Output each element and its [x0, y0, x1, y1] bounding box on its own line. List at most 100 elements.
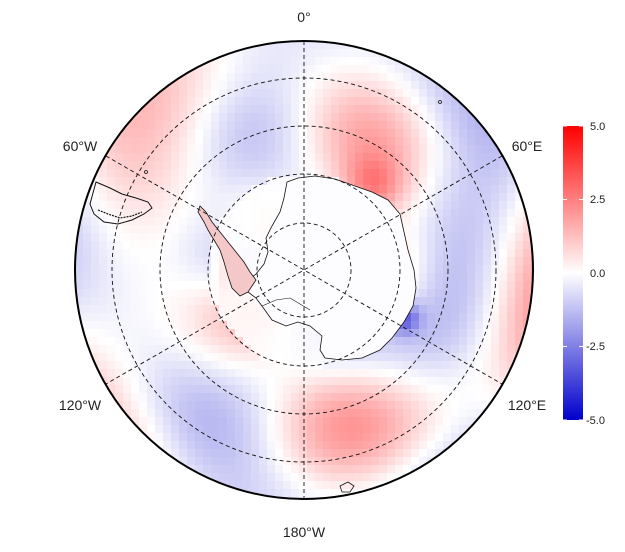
- anomaly-cell: [307, 81, 316, 90]
- anomaly-cell: [395, 377, 404, 386]
- anomaly-cell: [99, 473, 108, 482]
- anomaly-cell: [211, 169, 220, 178]
- anomaly-cell: [363, 169, 372, 178]
- anomaly-cell: [75, 193, 84, 202]
- anomaly-cell: [147, 321, 156, 330]
- anomaly-cell: [171, 193, 180, 202]
- anomaly-cell: [347, 105, 356, 114]
- anomaly-cell: [427, 209, 436, 218]
- anomaly-cell: [467, 73, 476, 82]
- anomaly-cell: [523, 449, 532, 458]
- anomaly-cell: [491, 57, 500, 66]
- anomaly-cell: [451, 497, 460, 499]
- anomaly-cell: [195, 249, 204, 258]
- anomaly-cell: [515, 89, 524, 98]
- anomaly-cell: [491, 97, 500, 106]
- anomaly-cell: [531, 377, 533, 386]
- anomaly-cell: [355, 137, 364, 146]
- anomaly-cell: [235, 433, 244, 442]
- anomaly-cell: [179, 409, 188, 418]
- anomaly-cell: [147, 105, 156, 114]
- anomaly-cell: [83, 41, 92, 50]
- anomaly-cell: [243, 401, 252, 410]
- anomaly-cell: [395, 329, 404, 338]
- anomaly-cell: [339, 425, 348, 434]
- anomaly-cell: [123, 185, 132, 194]
- anomaly-cell: [91, 201, 100, 210]
- anomaly-cell: [203, 393, 212, 402]
- anomaly-cell: [219, 273, 228, 282]
- anomaly-cell: [331, 425, 340, 434]
- anomaly-cell: [75, 297, 84, 306]
- anomaly-cell: [147, 121, 156, 130]
- anomaly-cell: [443, 465, 452, 474]
- anomaly-cell: [219, 393, 228, 402]
- anomaly-cell: [83, 481, 92, 490]
- anomaly-cell: [139, 177, 148, 186]
- anomaly-cell: [483, 425, 492, 434]
- anomaly-cell: [179, 113, 188, 122]
- anomaly-cell: [371, 105, 380, 114]
- anomaly-cell: [107, 233, 116, 242]
- anomaly-cell: [251, 81, 260, 90]
- anomaly-cell: [235, 201, 244, 210]
- anomaly-cell: [403, 105, 412, 114]
- anomaly-cell: [451, 145, 460, 154]
- anomaly-cell: [179, 489, 188, 498]
- anomaly-cell: [515, 281, 524, 290]
- anomaly-cell: [419, 193, 428, 202]
- anomaly-cell: [467, 441, 476, 450]
- anomaly-cell: [251, 297, 260, 306]
- anomaly-cell: [131, 457, 140, 466]
- anomaly-cell: [243, 225, 252, 234]
- anomaly-cell: [267, 217, 276, 226]
- anomaly-cell: [467, 265, 476, 274]
- anomaly-cell: [387, 449, 396, 458]
- anomaly-cell: [459, 473, 468, 482]
- anomaly-cell: [235, 297, 244, 306]
- anomaly-cell: [243, 321, 252, 330]
- anomaly-cell: [131, 169, 140, 178]
- anomaly-cell: [307, 361, 316, 370]
- anomaly-cell: [259, 425, 268, 434]
- anomaly-cell: [499, 457, 508, 466]
- anomaly-cell: [235, 233, 244, 242]
- anomaly-cell: [83, 217, 92, 226]
- anomaly-cell: [323, 121, 332, 130]
- anomaly-cell: [187, 161, 196, 170]
- anomaly-cell: [443, 441, 452, 450]
- anomaly-cell: [251, 209, 260, 218]
- anomaly-cell: [147, 49, 156, 58]
- anomaly-cell: [307, 393, 316, 402]
- anomaly-cell: [467, 121, 476, 130]
- anomaly-cell: [275, 337, 284, 346]
- anomaly-cell: [171, 489, 180, 498]
- anomaly-cell: [475, 105, 484, 114]
- anomaly-cell: [387, 145, 396, 154]
- anomaly-cell: [403, 97, 412, 106]
- anomaly-cell: [291, 361, 300, 370]
- anomaly-cell: [507, 177, 516, 186]
- anomaly-cell: [459, 457, 468, 466]
- anomaly-cell: [483, 73, 492, 82]
- anomaly-cell: [499, 57, 508, 66]
- anomaly-cell: [227, 57, 236, 66]
- anomaly-cell: [251, 233, 260, 242]
- anomaly-cell: [131, 97, 140, 106]
- anomaly-cell: [91, 153, 100, 162]
- anomaly-cell: [115, 353, 124, 362]
- anomaly-cell: [467, 49, 476, 58]
- anomaly-cell: [531, 481, 533, 490]
- anomaly-cell: [475, 425, 484, 434]
- anomaly-cell: [91, 233, 100, 242]
- anomaly-cell: [195, 225, 204, 234]
- anomaly-cell: [515, 273, 524, 282]
- anomaly-cell: [227, 97, 236, 106]
- anomaly-cell: [139, 273, 148, 282]
- anomaly-cell: [483, 201, 492, 210]
- anomaly-cell: [275, 369, 284, 378]
- anomaly-cell: [483, 177, 492, 186]
- anomaly-cell: [395, 393, 404, 402]
- anomaly-cell: [475, 257, 484, 266]
- anomaly-cell: [251, 361, 260, 370]
